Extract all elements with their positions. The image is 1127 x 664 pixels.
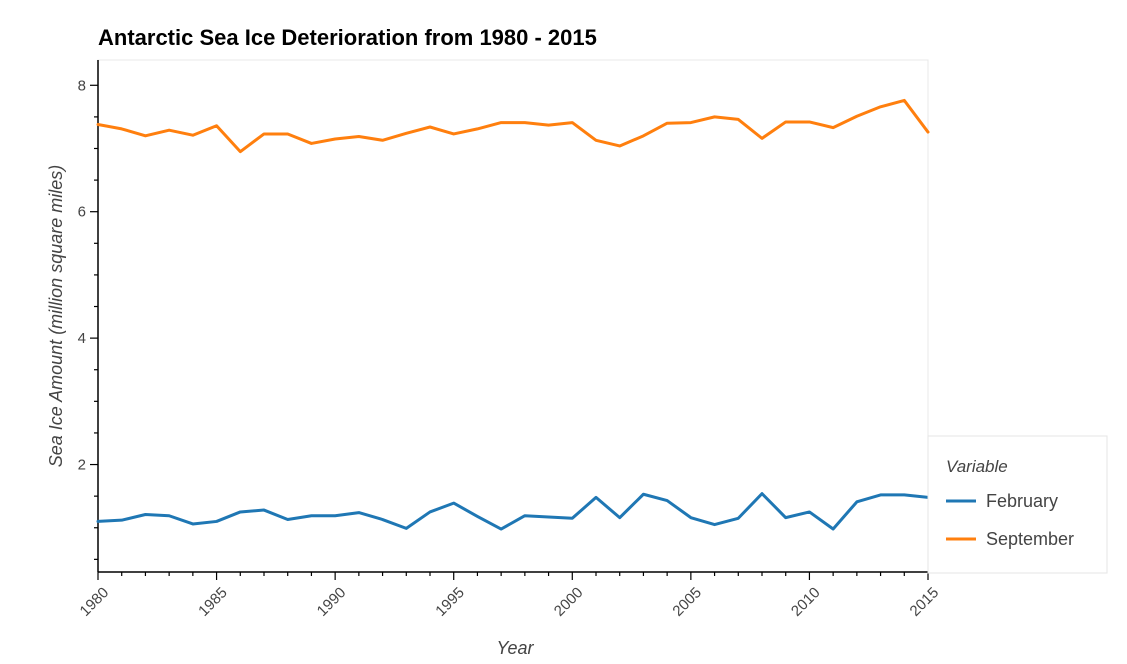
- y-tick-label: 4: [78, 330, 86, 347]
- legend-title: Variable: [946, 457, 1008, 476]
- plot-background: [97, 59, 929, 573]
- chart-title: Antarctic Sea Ice Deterioration from 198…: [98, 25, 597, 50]
- x-tick-label: 2005: [669, 584, 705, 620]
- x-tick-label: 1985: [195, 584, 231, 620]
- y-axis-label: Sea Ice Amount (million square miles): [46, 165, 66, 467]
- x-tick-label: 1980: [77, 584, 113, 620]
- y-tick-label: 2: [78, 457, 86, 474]
- legend-label-february: February: [986, 491, 1058, 511]
- y-tick-label: 6: [78, 204, 86, 221]
- y-tick-label: 8: [78, 77, 86, 94]
- series-line-september: [96, 98, 930, 154]
- x-tick-label: 1995: [432, 584, 468, 620]
- x-axis-label: Year: [496, 638, 534, 658]
- series-line-february: [96, 492, 930, 531]
- x-tick-label: 2010: [788, 584, 824, 620]
- series-group: [96, 98, 930, 531]
- legend: Variable February September: [927, 435, 1108, 574]
- legend-box: [927, 435, 1108, 574]
- x-tick-label: 2015: [907, 584, 943, 620]
- legend-label-september: September: [986, 529, 1074, 549]
- x-tick-label: 1990: [314, 584, 350, 620]
- x-tick-label: 2000: [551, 584, 587, 620]
